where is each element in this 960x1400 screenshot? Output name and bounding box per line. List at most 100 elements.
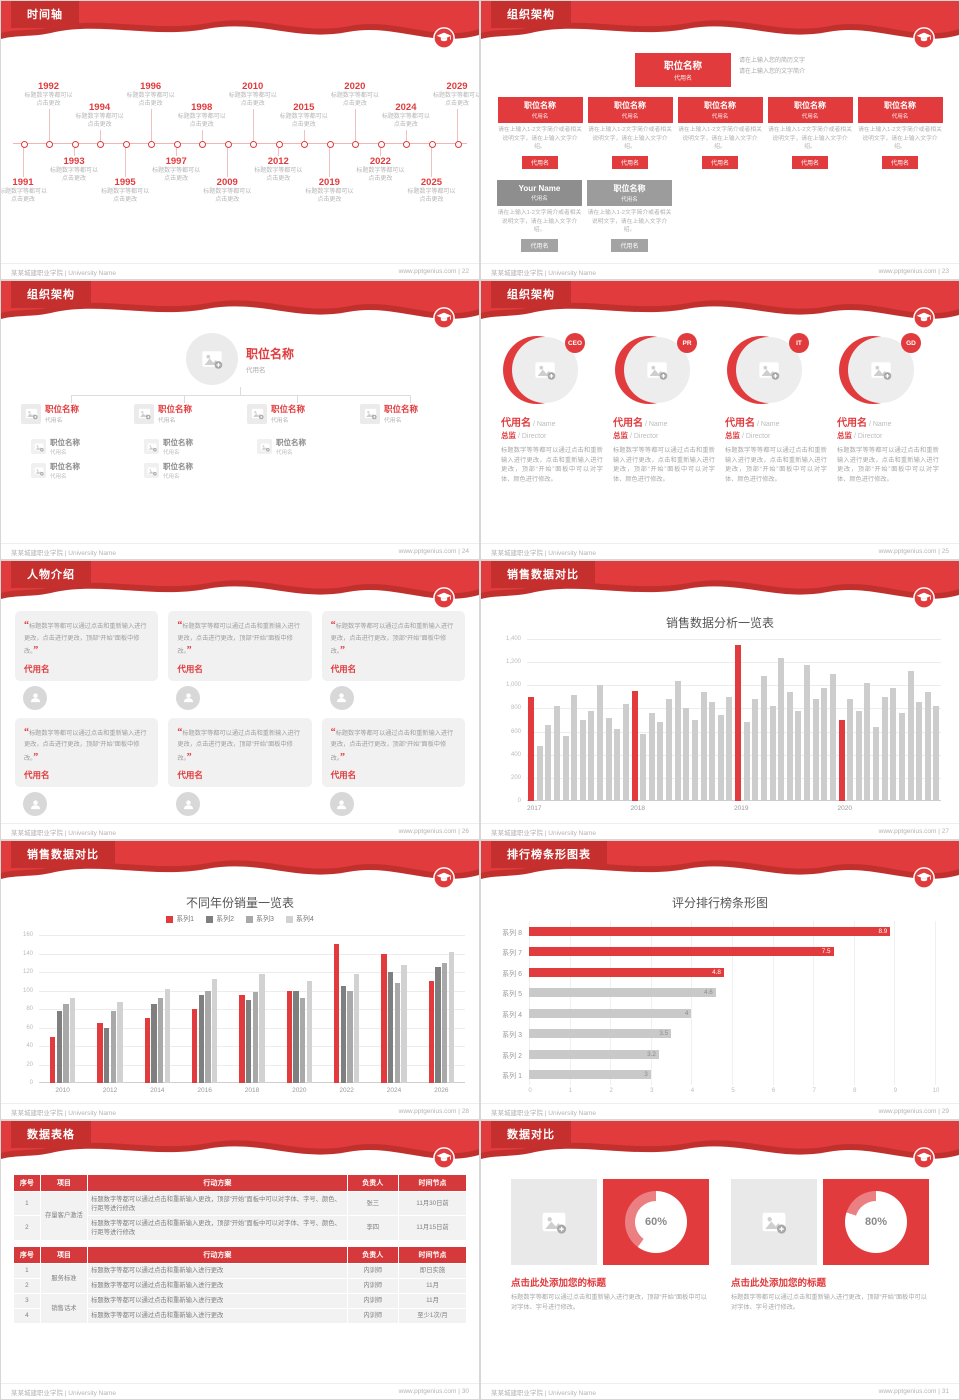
timeline-stem	[431, 143, 433, 177]
slide-footer: 某某城建职业学院 | University Name www.pptgenius…	[1, 1383, 479, 1399]
footer-school-name: 某某城建职业学院 | University Name	[491, 829, 596, 837]
bar	[306, 981, 313, 1083]
footer-school-name: 某某城建职业学院 | University Name	[491, 1389, 596, 1397]
series-label: 系列 8	[502, 929, 522, 937]
bar	[631, 691, 638, 801]
timeline-dot	[377, 140, 385, 148]
slide-title: 数据对比	[507, 1129, 555, 1141]
director: IT 代用名 / Name 总监 / Director 标题数字等等都可以通过点击和重…	[725, 333, 827, 484]
timeline-year: 2015	[293, 102, 315, 114]
director-role-cn: 总监	[837, 431, 852, 440]
position-title: Your Name	[518, 184, 561, 194]
footer-school-name: 某某城建职业学院 | University Name	[491, 549, 596, 557]
position-chip: 代用名	[521, 156, 558, 170]
gridline	[39, 972, 465, 973]
school-logo-icon	[913, 307, 935, 329]
donut-value: 60%	[635, 1201, 677, 1243]
bar	[847, 699, 854, 801]
org-child: 职位名称 代用名	[247, 403, 351, 424]
footer-page-number: 24	[461, 548, 469, 555]
table-cell: 标题数字等都可以通过点击和重新输入进行更改	[87, 1262, 348, 1279]
position-chip: 代用名	[791, 156, 828, 170]
org-child: 职位名称 代用名	[360, 403, 464, 424]
position-title: 职位名称	[158, 404, 193, 414]
gridline	[610, 921, 612, 1085]
bar	[191, 1009, 198, 1083]
timeline-year: 2009	[216, 177, 238, 188]
slide-title-badge: 销售数据对比	[491, 561, 595, 588]
slide-31-data-compare: 数据对比 60% 点击此处添加您的标题 标题数字等都可以通过点击和重新输入进行更改，…	[481, 1121, 959, 1399]
slide-title: 人物介绍	[27, 569, 75, 581]
timeline-year: 1994	[89, 102, 111, 114]
slide-footer: 某某城建职业学院 | University Name www.pptgenius…	[481, 1103, 959, 1119]
gridline	[527, 708, 941, 710]
footer-page-number: 22	[461, 268, 469, 275]
table-cell: 标题数字等都可以通过点击和重新输入更改，顶部“开始”面板中可以对字体、字号、颜色…	[87, 1190, 348, 1217]
bar: 3.5	[529, 1029, 672, 1039]
timeline-dot	[275, 140, 283, 148]
people-content: “标题数字等都可以通过点击和重新输入进行更改，点击进行更改，顶部“开始”面板中修…	[1, 609, 479, 823]
slide-title-badge: 数据对比	[491, 1121, 571, 1148]
bar	[812, 699, 819, 801]
footer-site: www.pptgenius.com | 24	[398, 548, 469, 555]
org-tree-content: 职位名称 代用名 职位名称 代用名 职位名称 代用名 职位名称 代用名 职位名称 代用名 职位名称代…	[1, 329, 479, 543]
bar-value-label: 4.8	[712, 968, 721, 976]
y-axis-label: 1,000	[505, 682, 521, 689]
footer-page-number: 27	[941, 828, 949, 835]
timeline-year: 1991	[12, 177, 34, 188]
director-role-en: / Director	[740, 433, 771, 440]
gridline	[527, 754, 941, 756]
timeline-caption: 标题数字等都可以点击更改	[279, 114, 328, 129]
image-placeholder-icon	[34, 442, 44, 452]
x-axis-label: 2016	[197, 1087, 212, 1094]
y-axis-label: 20	[26, 1061, 33, 1068]
position-chip: 代用名	[611, 156, 648, 170]
timeline-caption: 标题数字等都可以点击更改	[407, 189, 456, 203]
directors-content: CEO 代用名 / Name 总监 / Director 标题数字等等都可以通过点击和…	[481, 329, 959, 543]
position-box: 职位名称 代用名	[857, 97, 943, 123]
bar: 4	[529, 1008, 692, 1018]
image-placeholder-icon	[534, 359, 556, 381]
school-logo-icon	[913, 587, 935, 609]
timeline-dot	[148, 140, 156, 148]
timeline-dot	[301, 140, 309, 148]
position-box: 职位名称 代用名	[587, 180, 672, 207]
org-row-gray: Your Name 代用名 请在上输入1-2文字简介或者相关说明文字，请在上输入文字…	[481, 180, 959, 253]
bar	[252, 992, 259, 1083]
connector-line	[240, 387, 241, 395]
x-axis-label: 2026	[434, 1087, 449, 1094]
timeline-dot	[46, 140, 54, 148]
bar	[778, 657, 785, 801]
person-avatar	[176, 685, 201, 710]
x-axis-label: 2014	[150, 1087, 165, 1094]
timeline-caption: 标题数字等都可以点击更改	[356, 168, 405, 182]
slide-title: 销售数据对比	[507, 569, 579, 581]
slide-title-badge: 人物介绍	[11, 561, 91, 588]
footer-site: www.pptgenius.com | 22	[398, 268, 469, 275]
timeline-caption: 标题数字等都可以点击更改	[330, 93, 379, 108]
legend-label: 系列4	[295, 916, 314, 923]
bar	[151, 1004, 157, 1083]
series-label: 系列 7	[502, 950, 522, 958]
table-cell: 内训师	[346, 1307, 400, 1325]
image-placeholder-icon	[758, 359, 780, 381]
x-axis-label: 4	[690, 1088, 695, 1094]
position-code: 代用名	[531, 196, 548, 203]
series-label: 系列 5	[502, 991, 522, 999]
timeline-item: 1993 标题数字等都可以点击更改	[49, 156, 99, 184]
school-logo-icon	[433, 867, 455, 889]
position-code: 代用名	[531, 114, 549, 120]
table-cell: 1	[13, 1190, 41, 1217]
slide-cell: 销售数据对比 不同年份销量一览表 系列1 系列2 系列3 系列4 0 20 40 60 80 100…	[0, 840, 480, 1120]
data-table-content: 序号 项目 行动方案 负责人 时间节点 1 存量客户激活 标题数字等都可以通过点击和重新输入更…	[1, 1169, 479, 1383]
bar	[743, 722, 750, 801]
image-placeholder-icon	[646, 359, 668, 381]
footer-url: www.pptgenius.com	[878, 268, 937, 275]
chart-legend: 系列1 系列2 系列3 系列4	[1, 914, 479, 924]
x-axis-label: 1	[568, 1088, 573, 1094]
position-chip: 代用名	[881, 156, 918, 170]
footer-url: www.pptgenius.com	[878, 548, 937, 555]
footer-page-number: 31	[941, 1388, 949, 1395]
note-line: 请在上输入您的文字简介	[738, 68, 805, 75]
org-subchild: 职位名称 代用名	[257, 437, 353, 456]
